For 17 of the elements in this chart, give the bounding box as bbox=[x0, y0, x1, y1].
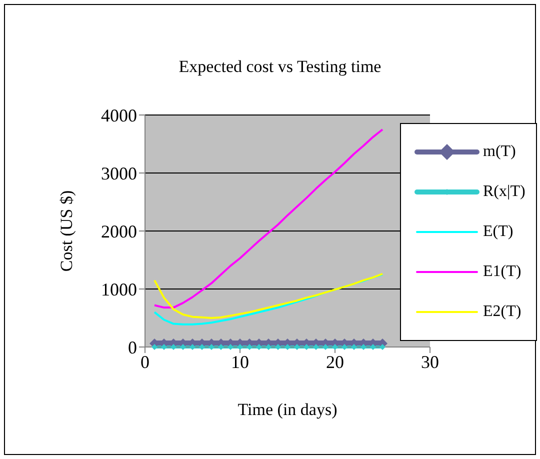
y-tick-label: 2000 bbox=[101, 221, 137, 242]
y-tick-label: 3000 bbox=[101, 163, 137, 184]
y-tick-label: 0 bbox=[128, 337, 137, 358]
y-axis-title: Cost (US $) bbox=[57, 190, 77, 272]
legend-label: m(T) bbox=[483, 143, 516, 161]
legend-label: E1(T) bbox=[483, 263, 522, 281]
x-tick-label: 0 bbox=[140, 352, 150, 372]
x-tick-label: 10 bbox=[231, 352, 249, 372]
legend-label: E(T) bbox=[483, 223, 514, 241]
x-axis-title: Time (in days) bbox=[236, 400, 338, 420]
x-tick-label: 20 bbox=[326, 352, 344, 372]
legend-label: R(x|T) bbox=[483, 183, 526, 201]
chart-title: Expected cost vs Testing time bbox=[178, 57, 382, 77]
y-tick-label: 4000 bbox=[101, 105, 137, 126]
y-tick-label: 1000 bbox=[101, 279, 137, 300]
legend-label: E2(T) bbox=[483, 303, 522, 321]
x-tick-label: 30 bbox=[421, 352, 439, 372]
